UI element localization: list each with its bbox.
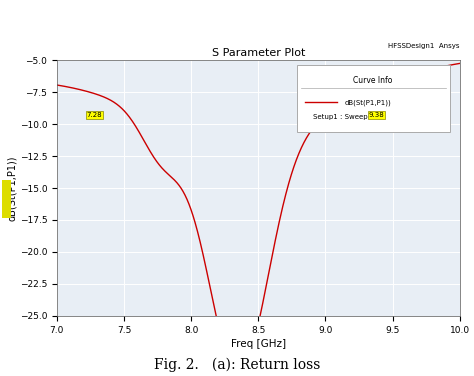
FancyBboxPatch shape [297,65,450,132]
Text: Fig. 2.   (a): Return loss: Fig. 2. (a): Return loss [154,358,320,372]
Text: 7.28: 7.28 [87,112,102,118]
X-axis label: Freq [GHz]: Freq [GHz] [231,339,286,349]
Text: dB(St(P1,P1)): dB(St(P1,P1)) [345,99,392,106]
Y-axis label: dB(St(P1,P1)): dB(St(P1,P1)) [7,155,17,221]
Text: HFSSDesign1  Ansys: HFSSDesign1 Ansys [388,42,460,49]
Text: Setup1 : Sweep: Setup1 : Sweep [313,114,367,120]
Title: S Parameter Plot: S Parameter Plot [212,48,305,58]
Text: Curve Info: Curve Info [354,76,393,85]
Text: 9.38: 9.38 [369,112,384,118]
